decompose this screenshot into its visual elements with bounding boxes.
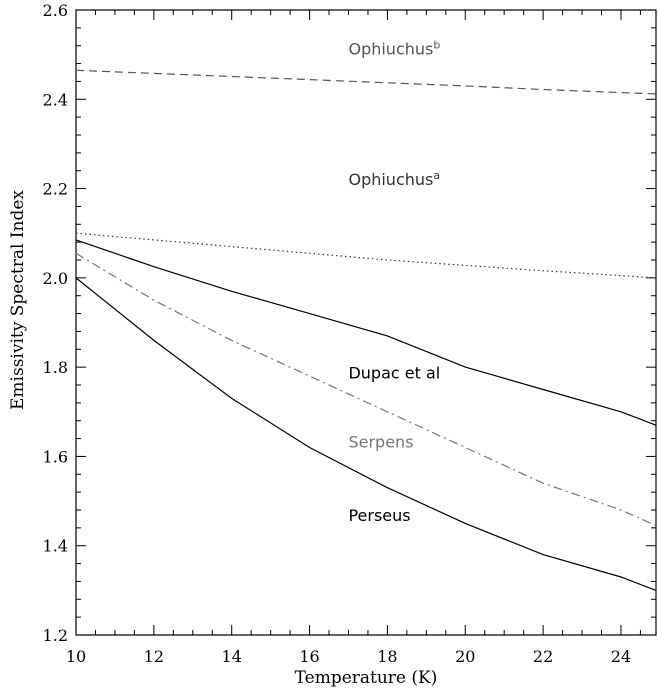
series-line-1 — [75, 232, 657, 279]
y-tick-label: 1.4 — [43, 537, 68, 556]
x-tick-label: 10 — [66, 647, 86, 666]
plot-frame — [75, 9, 657, 636]
y-tick-label: 2.2 — [43, 180, 68, 199]
series-label-superscript: b — [433, 38, 440, 51]
tick-labels: 10 12 14 16 18 20 22 24 1.2 1.4 1.6 1.8 2.0 2.2 2.4 2.6 — [43, 1, 632, 666]
series-label-4: Perseus — [348, 506, 410, 525]
series-label-1: Ophiuchusa — [348, 169, 440, 189]
y-tick-label: 2.0 — [43, 269, 68, 288]
y-tick-label: 1.2 — [43, 626, 68, 645]
x-tick-label: 18 — [377, 647, 397, 666]
series-label-0: Ophiuchusb — [348, 38, 440, 58]
series-label-3: Serpens — [348, 433, 413, 452]
series-line-2 — [75, 239, 657, 426]
x-axis-title: Temperature (K) — [295, 668, 438, 688]
x-tick-label: 16 — [299, 647, 319, 666]
y-tick-label: 1.6 — [43, 447, 68, 466]
x-tick-label: 24 — [611, 647, 631, 666]
y-axis-title: Emissivity Spectral Index — [8, 190, 28, 410]
x-tick-label: 22 — [533, 647, 553, 666]
y-tick-label: 1.8 — [43, 358, 68, 377]
series-label-superscript: a — [433, 169, 440, 182]
x-tick-label: 14 — [222, 647, 242, 666]
y-tick-label: 2.4 — [43, 90, 68, 109]
axis-ticks — [75, 9, 656, 636]
series-label-2: Dupac et al — [348, 363, 440, 382]
series-line-3 — [75, 252, 657, 527]
y-tick-label: 2.6 — [43, 1, 68, 20]
x-tick-label: 20 — [455, 647, 475, 666]
series-labels: Ophiuchusb Ophiuchusa Dupac et al Serpens Pe… — [348, 38, 440, 525]
series-line-0 — [75, 69, 657, 95]
x-tick-label: 12 — [144, 647, 164, 666]
series-lines — [75, 69, 657, 591]
series-line-4 — [75, 277, 657, 591]
